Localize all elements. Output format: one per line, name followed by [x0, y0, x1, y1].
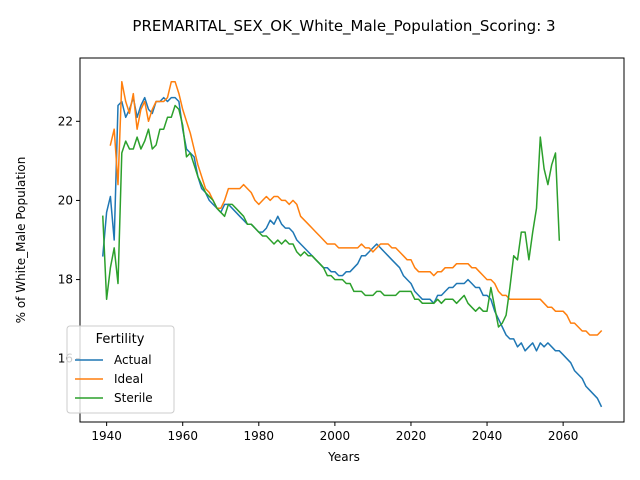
series-line-ideal — [109, 80, 603, 336]
legend-title: Fertility — [96, 332, 145, 347]
legend-label-actual: Actual — [114, 353, 152, 367]
legend-box — [66, 325, 175, 414]
x-tick-label: 2060 — [548, 429, 579, 443]
x-tick-label: 1980 — [244, 429, 275, 443]
chart-title: PREMARITAL_SEX_OK_White_Male_Population_… — [132, 17, 555, 36]
legend-label-sterile: Sterile — [114, 391, 153, 405]
y-axis-label: % of White_Male Population — [14, 157, 28, 324]
x-axis-label: Years — [327, 450, 360, 464]
y-tick-label: 18 — [58, 273, 73, 287]
x-tick-label: 2020 — [396, 429, 427, 443]
x-tick-label: 2000 — [320, 429, 351, 443]
series-layer — [101, 80, 603, 408]
legend-entries: Actual Ideal Sterile — [75, 353, 153, 405]
y-tick-label: 22 — [58, 114, 73, 128]
y-tick-label: 20 — [58, 193, 73, 207]
legend: Fertility Actual Ideal Sterile — [66, 325, 175, 414]
x-tick-label: 2040 — [472, 429, 503, 443]
plot-frame — [79, 57, 625, 423]
series-line-sterile — [102, 104, 561, 328]
x-axis: 1940 1960 1980 2000 2020 2040 2060 — [91, 422, 578, 443]
x-tick-label: 1960 — [167, 429, 198, 443]
x-tick-label: 1940 — [91, 429, 122, 443]
legend-label-ideal: Ideal — [114, 372, 143, 386]
